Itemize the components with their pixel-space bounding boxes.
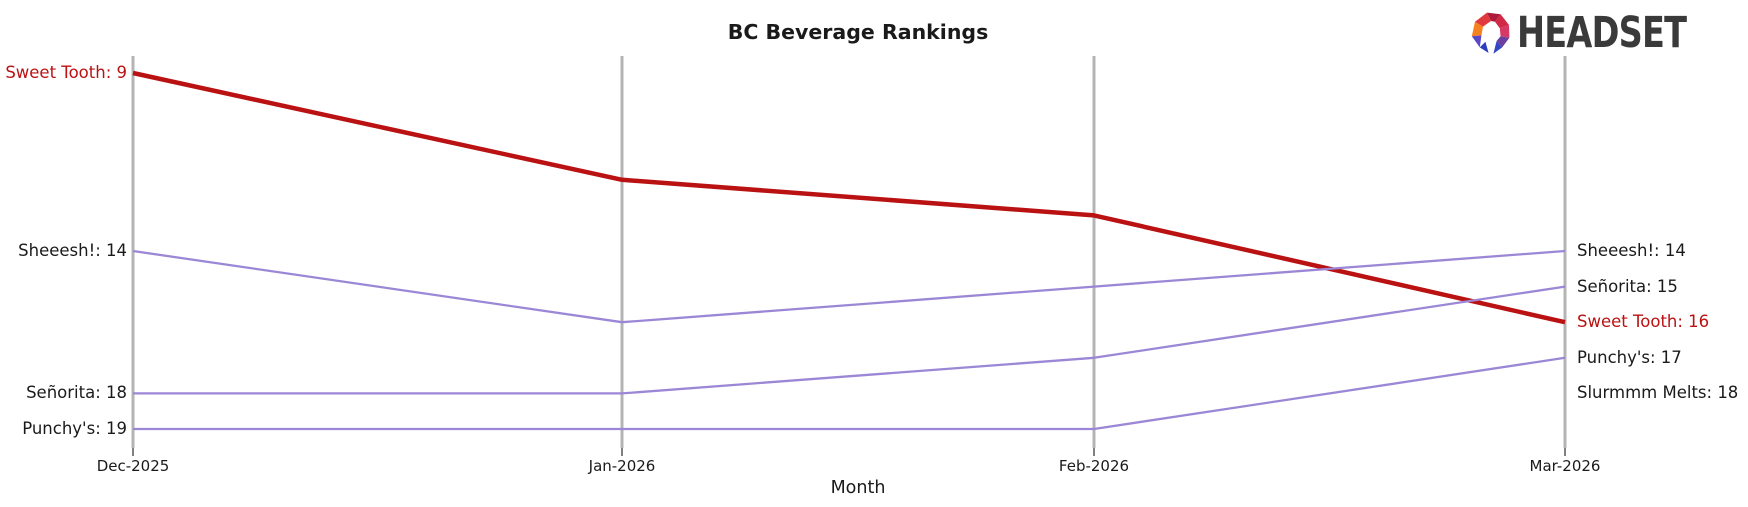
headset-logo: HEADSET [1471, 8, 1734, 58]
left-series-label-1: Sheeesh!: 14 [18, 240, 127, 260]
series-line-punchy-s [133, 356, 1566, 431]
headset-logo-wordmark: HEADSET [1516, 8, 1687, 58]
right-series-label-4: Slurmmm Melts: 18 [1577, 383, 1739, 403]
right-series-label-3: Punchy's: 17 [1577, 347, 1682, 367]
x-tick-feb-2026: Feb-2026 [1058, 457, 1130, 475]
headset-logo-icon [1471, 12, 1510, 54]
series-line-sheeesh- [132, 249, 1566, 324]
x-tick-dec-2025: Dec-2025 [96, 457, 170, 475]
left-series-label-0: Sweet Tooth: 9 [5, 62, 127, 82]
left-series-label-2: Señorita: 18 [26, 383, 127, 403]
right-series-label-0: Sheeesh!: 14 [1577, 240, 1686, 260]
series-line-se-orita [133, 285, 1566, 395]
x-axis-title: Month [830, 478, 886, 498]
left-series-label-3: Punchy's: 19 [22, 418, 127, 438]
right-series-label-2: Sweet Tooth: 16 [1577, 311, 1710, 331]
x-tick-mar-2026: Mar-2026 [1529, 457, 1601, 475]
right-series-label-1: Señorita: 15 [1577, 276, 1678, 296]
chart-title: BC Beverage Rankings [727, 20, 989, 44]
x-tick-jan-2026: Jan-2026 [588, 457, 656, 475]
series-line-sweet-tooth [132, 70, 1566, 325]
